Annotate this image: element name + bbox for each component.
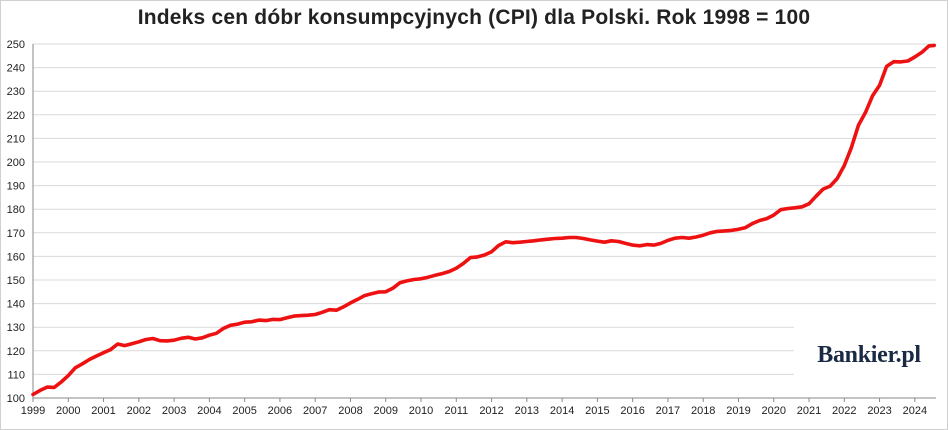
- series-layer: [31, 43, 936, 397]
- x-tick-label-2004: 2004: [197, 405, 221, 417]
- y-tick-label-250: 250: [7, 39, 25, 51]
- x-tick-label-2006: 2006: [268, 405, 292, 417]
- x-tick-label-2009: 2009: [373, 405, 397, 417]
- x-tick-label-2020: 2020: [762, 405, 786, 417]
- x-tick-label-2021: 2021: [797, 405, 821, 417]
- y-tick-label-160: 160: [7, 251, 25, 263]
- y-tick-label-130: 130: [7, 322, 25, 334]
- y-tick-label-210: 210: [7, 133, 25, 145]
- x-tick-label-2014: 2014: [550, 405, 574, 417]
- y-tick-label-220: 220: [7, 110, 25, 122]
- x-tick-label-2016: 2016: [620, 405, 644, 417]
- chart-title: Indeks cen dóbr konsumpcyjnych (CPI) dla…: [137, 6, 811, 29]
- y-tick-label-150: 150: [7, 275, 25, 287]
- series-line-0: [31, 43, 936, 397]
- y-tick-label-110: 110: [7, 369, 25, 381]
- x-tick-label-2003: 2003: [162, 405, 186, 417]
- x-tick-label-2022: 2022: [832, 405, 856, 417]
- x-tick-label-2017: 2017: [656, 405, 680, 417]
- y-tick-label-100: 100: [7, 393, 25, 405]
- x-tick-label-2013: 2013: [515, 405, 539, 417]
- bankier-logo: Bankier.pl: [794, 326, 944, 384]
- y-tick-label-190: 190: [7, 181, 25, 193]
- x-tick-label-2000: 2000: [56, 405, 80, 417]
- x-tick-label-2007: 2007: [303, 405, 327, 417]
- x-tick-label-2011: 2011: [444, 405, 468, 417]
- y-tick-label-120: 120: [7, 346, 25, 358]
- x-tick-labels: 1999 2000 2001 2002 2003 2004 2005 2006 2007 2008…: [21, 405, 927, 417]
- gridlines: [33, 43, 936, 375]
- x-tick-label-2002: 2002: [127, 405, 151, 417]
- x-tick-label-2012: 2012: [479, 405, 503, 417]
- x-tick-label-2015: 2015: [585, 405, 609, 417]
- y-tick-label-140: 140: [7, 299, 25, 311]
- x-tick-label-1999: 1999: [21, 405, 45, 417]
- x-tick-label-2023: 2023: [867, 405, 891, 417]
- x-tick-label-2010: 2010: [409, 405, 433, 417]
- y-tick-label-170: 170: [7, 228, 25, 240]
- x-tick-label-2001: 2001: [91, 405, 115, 417]
- x-tick-label-2005: 2005: [232, 405, 256, 417]
- y-tick-label-200: 200: [7, 157, 25, 169]
- x-tick-label-2024: 2024: [903, 405, 927, 417]
- y-tick-label-240: 240: [7, 63, 25, 75]
- x-tick-label-2008: 2008: [338, 405, 362, 417]
- y-tick-label-230: 230: [7, 86, 25, 98]
- x-tick-label-2018: 2018: [691, 405, 715, 417]
- axes: [32, 44, 936, 402]
- y-tick-label-180: 180: [7, 204, 25, 216]
- y-tick-labels: 100 110 120 130 140 150 160 170 180 190 200 210 220 2…: [7, 39, 25, 405]
- x-tick-label-2019: 2019: [726, 405, 750, 417]
